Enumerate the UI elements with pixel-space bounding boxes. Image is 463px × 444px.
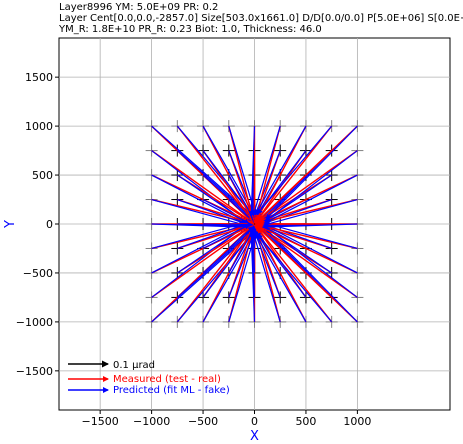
measured-vector [256,227,333,323]
predicted-vector [251,125,281,217]
predicted-vector [263,224,358,274]
predicted-vector [151,125,251,214]
predicted-vector [151,234,251,323]
measured-vector [256,125,333,221]
predicted-vector [228,150,256,219]
predicted-vector [265,125,358,220]
x-tick-label: 500 [295,415,316,428]
x-tick-label: 0 [251,415,258,428]
x-axis-label: X [250,429,259,444]
predicted-vector [256,233,333,323]
measured-vector [257,125,358,221]
y-tick-label: 1000 [25,120,53,133]
predicted-vector [256,125,333,215]
predicted-vector [202,228,253,274]
predicted-vector [248,126,256,218]
x-tick-label: −1000 [133,415,170,428]
x-tick-label: −1500 [82,415,119,428]
predicted-vector [151,223,248,230]
measured-vector [257,226,358,298]
y-axis-label: Y [3,220,18,229]
measured-vector [176,227,253,323]
predicted-vector [253,150,281,219]
y-tick-label: 0 [46,218,53,231]
scale-arrow-label: 0.1 μrad [113,360,155,371]
y-tick-label: −500 [23,267,53,280]
x-tick-label: 1000 [343,415,371,428]
predicted-vector [254,125,307,216]
header-line-2: Layer Cent[0.0,0.0,-2857.0] Size[503.0x1… [59,13,463,24]
predicted-vector [202,198,251,225]
predicted-vector [253,229,281,298]
predicted-vector [264,226,358,298]
measured-vector [151,150,252,222]
predicted-vector [177,223,250,230]
predicted-vector [263,174,358,224]
legend-label: Predicted (fit ML - fake) [113,385,230,396]
predicted-vector [228,221,254,228]
predicted-vector [177,198,249,226]
predicted-vector [265,228,358,323]
predicted-vector [264,150,358,222]
predicted-vector [202,125,255,216]
y-tick-label: −1500 [16,365,53,378]
predicted-vector [151,174,246,224]
y-tick-label: −1000 [16,316,53,329]
predicted-vector [176,231,252,298]
predicted-vector [248,230,256,322]
measured-vector [151,226,252,298]
predicted-vector [261,223,358,230]
measured-vector [257,227,358,323]
legend-label: Measured (test - real) [113,374,221,385]
predicted-vector [251,231,281,323]
legend: 0.1 μrad Measured (test - real)Predicted … [68,360,230,396]
predicted-vector [228,229,256,298]
y-tick-label: 1500 [25,71,53,84]
header-line-1: Layer8996 YM: 5.0E+09 PR: 0.2 [59,2,219,13]
axis-labels: XY [3,220,259,444]
predicted-vector [151,224,246,274]
axis-ticks: −1500 −1000 −500 0 500 1000 −1500 −1000 −500 0 500… [16,71,372,428]
predicted-vector [254,232,307,323]
y-tick-label: 500 [32,169,53,182]
predicted-vector [262,198,358,227]
vector-field [151,125,358,323]
predicted-vector [249,228,256,298]
predicted-vector [202,232,255,323]
predicted-vector [202,174,253,220]
predicted-vector [202,223,251,250]
predicted-vector [203,222,252,229]
measured-vector [176,125,253,221]
predicted-vector [177,222,249,250]
x-tick-label: −500 [188,415,218,428]
predicted-vector [151,198,247,227]
predicted-vector [228,226,255,249]
header-line-3: YM_R: 1.8E+10 PR_R: 0.23 Biot: 1.0, Thic… [59,24,322,35]
measured-vector [257,225,358,274]
